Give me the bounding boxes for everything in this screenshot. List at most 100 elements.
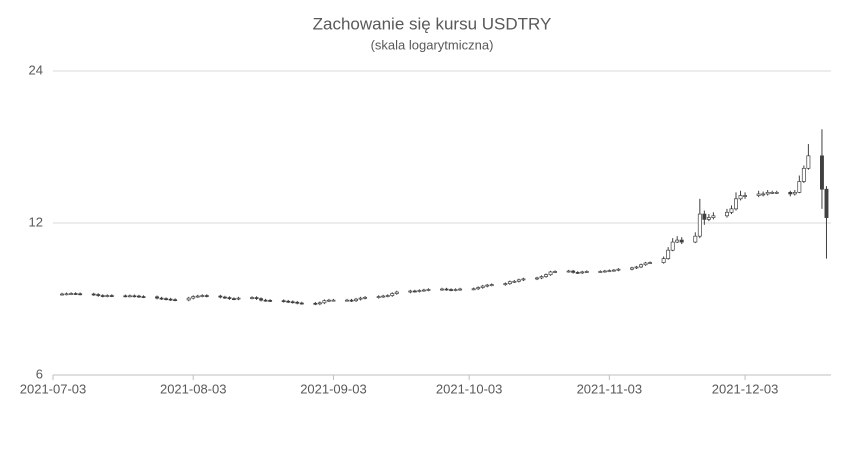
x-tick-label: 2021-10-03 xyxy=(436,381,503,396)
candle-body xyxy=(512,280,517,283)
candle-body xyxy=(195,295,200,298)
candle-body xyxy=(507,281,512,285)
candle-body xyxy=(598,271,603,273)
candle-body xyxy=(322,300,327,304)
candle-body xyxy=(299,302,304,305)
chart-title: Zachowanie się kursu USDTRY xyxy=(313,14,552,33)
candle-body xyxy=(544,274,548,277)
candle-body xyxy=(453,289,458,291)
candle-body xyxy=(354,298,359,302)
candle-body xyxy=(394,291,399,294)
candle-body xyxy=(770,192,775,194)
candle-body xyxy=(227,297,232,299)
candle-body xyxy=(263,299,268,302)
candle-body xyxy=(385,295,390,297)
candle-body xyxy=(286,300,291,303)
candle-body xyxy=(444,288,449,291)
candle-body xyxy=(648,262,653,264)
candle-body xyxy=(417,290,422,292)
candle-body xyxy=(186,297,191,301)
candle-body xyxy=(69,293,74,295)
candle-body xyxy=(602,270,607,273)
candle-body xyxy=(458,288,463,291)
candle-body xyxy=(105,295,110,297)
candle-body xyxy=(231,298,236,300)
x-tick-label: 2021-08-03 xyxy=(160,381,227,396)
candle-body xyxy=(607,270,612,272)
candle-body xyxy=(290,301,295,304)
candle-body xyxy=(792,192,797,195)
candle-body xyxy=(155,296,159,299)
candle-body xyxy=(426,289,431,291)
candle-body xyxy=(421,289,426,292)
candle-body xyxy=(60,293,64,296)
candle-body xyxy=(639,264,643,268)
candle-body xyxy=(295,301,300,304)
candle-body xyxy=(584,271,589,273)
candle-body xyxy=(729,208,734,213)
candle-body xyxy=(801,167,806,182)
candle-body xyxy=(761,193,766,196)
candle-body xyxy=(123,295,128,298)
candle-body xyxy=(331,299,336,302)
candle-body xyxy=(408,290,413,293)
candle-body xyxy=(127,295,132,298)
candle-body xyxy=(412,290,417,293)
candle-body xyxy=(765,192,770,195)
y-tick-label: 12 xyxy=(29,214,43,229)
x-tick-label: 2021-11-03 xyxy=(577,381,643,396)
y-tick-label: 24 xyxy=(29,62,43,77)
candle-body xyxy=(675,239,680,243)
candle-body xyxy=(566,270,571,273)
candle-body xyxy=(774,192,779,194)
candle-body xyxy=(381,295,386,298)
candle-body xyxy=(611,269,616,272)
candle-body xyxy=(96,294,101,296)
candle-body xyxy=(539,276,544,279)
candle-body xyxy=(345,299,349,302)
candle-body xyxy=(136,295,141,298)
candle-body xyxy=(73,293,78,295)
candle-body xyxy=(734,198,738,210)
candle-body xyxy=(259,298,264,301)
candle-body xyxy=(440,288,444,291)
candle-body xyxy=(236,297,241,300)
candle-body xyxy=(159,297,164,300)
candle-body xyxy=(571,270,576,273)
candle-body xyxy=(489,284,494,286)
candle-body xyxy=(191,296,196,299)
candle-body xyxy=(376,296,381,298)
candle-body xyxy=(100,295,105,297)
candle-body xyxy=(693,235,698,243)
candle-body xyxy=(91,293,96,296)
candle-body xyxy=(204,295,209,297)
candle-body xyxy=(535,277,539,280)
candle-body xyxy=(390,293,395,296)
candle-body xyxy=(349,299,354,302)
candle-body xyxy=(164,298,169,300)
candle-body xyxy=(706,217,711,220)
candle-body xyxy=(797,181,802,193)
candle-body xyxy=(485,284,490,287)
candle-body xyxy=(250,297,254,299)
candle-body xyxy=(449,289,453,291)
candle-body xyxy=(132,295,137,298)
candle-body xyxy=(738,195,743,200)
candle-body xyxy=(326,299,331,302)
candle-body xyxy=(200,295,205,297)
candle-body xyxy=(702,213,707,220)
candle-body xyxy=(711,215,716,218)
candle-body xyxy=(281,300,286,303)
candle-body xyxy=(580,271,585,274)
candle-body xyxy=(78,293,83,296)
candle-body xyxy=(824,188,829,218)
candle-body xyxy=(666,249,671,259)
candle-body xyxy=(575,272,580,274)
candle-body xyxy=(109,295,114,297)
candle-body xyxy=(268,300,273,302)
candle-body xyxy=(516,279,521,282)
candle-body xyxy=(725,211,729,217)
candle-body xyxy=(503,283,508,286)
candle-body xyxy=(254,297,259,299)
candle-body xyxy=(358,297,363,300)
